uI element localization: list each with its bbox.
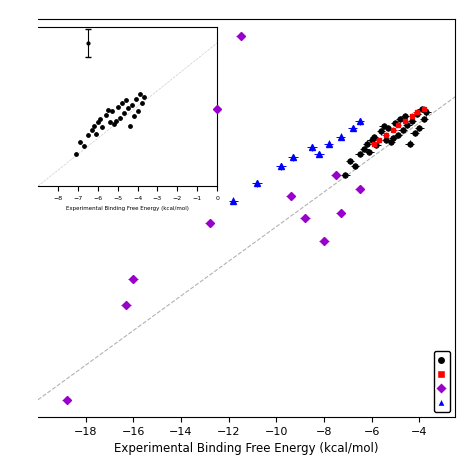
X-axis label: Experimental Binding Free Energy (kcal/mol): Experimental Binding Free Energy (kcal/m… — [114, 442, 379, 456]
Legend: , , , : , , , — [434, 351, 450, 412]
